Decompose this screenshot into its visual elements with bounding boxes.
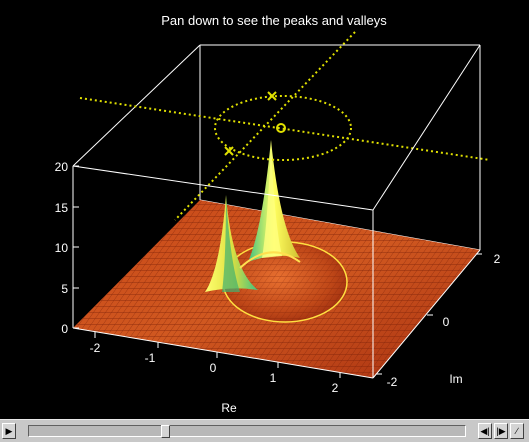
im-axis-label: Im (449, 372, 462, 386)
slash-icon: ∕ (516, 425, 518, 436)
im-tick-label: 2 (494, 252, 501, 266)
step-forward-icon: |▶ (496, 425, 506, 436)
re-axis-label: Re (221, 401, 237, 415)
z-tick-label: 20 (55, 160, 69, 174)
re-tick-label: 2 (332, 381, 339, 395)
im-tick-label: 0 (443, 315, 450, 329)
plot-title: Pan down to see the peaks and valleys (161, 13, 387, 28)
re-tick-label: 1 (270, 371, 277, 385)
re-tick-label: -2 (90, 341, 101, 355)
surface-mesh (73, 140, 480, 378)
pole-zero-overlay (79, 31, 491, 221)
axis-tick-marks (73, 165, 482, 378)
step-forward-button[interactable]: |▶ (494, 423, 508, 439)
z-tick-label: 10 (55, 241, 69, 255)
play-icon: ▶ (5, 425, 13, 436)
z-tick-label: 5 (61, 282, 68, 296)
pan-slider-track[interactable] (28, 425, 466, 438)
step-back-button[interactable]: ◀| (478, 423, 492, 439)
pan-left-button[interactable]: ▶ (2, 423, 16, 439)
pan-control-bar: ▶ ◀| |▶ ∕ (0, 419, 529, 442)
z-tick-label: 0 (61, 322, 68, 336)
z-tick-label: 15 (55, 201, 69, 215)
re-tick-label: 0 (210, 361, 217, 375)
zero-marker (276, 123, 286, 133)
surface-plot-window: Pan down to see the peaks and valleys 0 … (54, 13, 501, 415)
re-tick-label: -1 (145, 351, 156, 365)
pole-markers (224, 91, 277, 156)
end-button[interactable]: ∕ (510, 423, 524, 439)
step-back-icon: ◀| (480, 425, 490, 436)
im-tick-label: -2 (387, 375, 398, 389)
surface-plot: Pan down to see the peaks and valleys 0 … (55, 13, 501, 415)
pan-slider-thumb[interactable] (161, 425, 170, 438)
